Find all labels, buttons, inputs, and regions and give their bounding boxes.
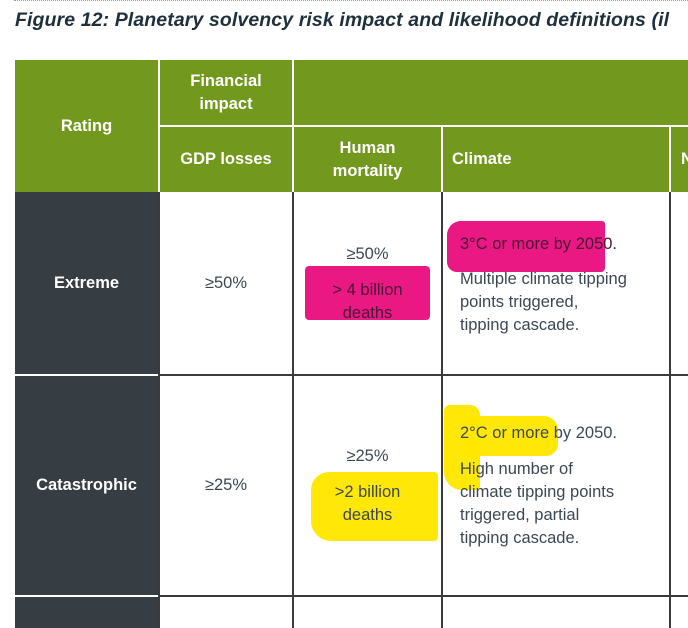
climate-temp: 2°C or more by 2050. [460, 424, 618, 442]
gdp-cell: ≥50% [160, 192, 292, 374]
yellow-highlight [464, 416, 558, 456]
climate-line: triggered, partial [460, 506, 580, 524]
mortality-cell: ≥25% >2 billion deaths [294, 445, 441, 527]
gdp-value: ≥25% [204, 476, 248, 494]
climate-description: High number of climate tipping points tr… [460, 458, 614, 550]
header-financial-impact: Financial impact [160, 60, 292, 126]
figure-title: Figure 12: Planetary solvency risk impac… [15, 9, 670, 31]
rating-label: Extreme [53, 273, 120, 292]
grid-line [158, 374, 688, 376]
header-rating-label: Rating [60, 116, 113, 135]
climate-line: Multiple climate tipping [460, 270, 627, 288]
mortality-line: deaths [342, 506, 393, 524]
gdp-value: ≥50% [204, 273, 248, 292]
grid-line [441, 192, 443, 628]
mortality-line: deaths [342, 304, 393, 322]
header-divider [158, 125, 688, 127]
mortality-line: > 4 billion [332, 281, 403, 299]
rating-cell-extreme: Extreme [15, 192, 158, 374]
climate-line: points triggered, [460, 293, 579, 311]
climate-line: climate tipping points [460, 483, 615, 501]
climate-line: tipping cascade. [460, 316, 580, 334]
grid-line [158, 595, 688, 597]
pink-highlight [305, 266, 430, 320]
climate-line: High number of [460, 460, 573, 478]
rating-divider [15, 595, 158, 597]
header-gdp-losses-label: GDP losses [180, 150, 272, 168]
grid-line [158, 192, 160, 628]
gdp-cell: ≥25% [160, 376, 292, 595]
mortality-line: >2 billion [334, 483, 401, 501]
rating-label: Catastrophic [36, 476, 137, 494]
header-financial-impact-label: Financial impact [190, 72, 262, 113]
yellow-highlight [311, 472, 438, 541]
mortality-percent: ≥25% [346, 447, 389, 465]
mortality-cell: ≥50% > 4 billion deaths [294, 243, 441, 325]
header-divider [669, 125, 671, 192]
header-gdp-losses: GDP losses [160, 127, 292, 192]
pink-highlight [447, 221, 605, 272]
top-divider [14, 0, 688, 1]
climate-line: tipping cascade. [460, 529, 580, 547]
header-divider [441, 125, 443, 192]
header-human-mortality: Human mortality [294, 127, 441, 192]
grid-line [669, 192, 671, 628]
header-rating: Rating [15, 60, 158, 192]
header-climate: Climate [452, 127, 667, 192]
rating-cell-catastrophic: Catastrophic [15, 376, 158, 595]
header-climate-label: Climate [452, 150, 512, 168]
header-human-mortality-label: Human mortality [332, 138, 403, 180]
grid-line [292, 192, 294, 628]
header-cut-column-label: N [681, 150, 688, 168]
rating-column [15, 192, 158, 628]
climate-temp: 3°C or more by 2050. [460, 235, 618, 253]
climate-description: Multiple climate tipping points triggere… [460, 268, 627, 337]
header-cut-column: N [681, 127, 688, 192]
rating-divider [15, 374, 158, 376]
mortality-percent: ≥50% [346, 245, 389, 263]
